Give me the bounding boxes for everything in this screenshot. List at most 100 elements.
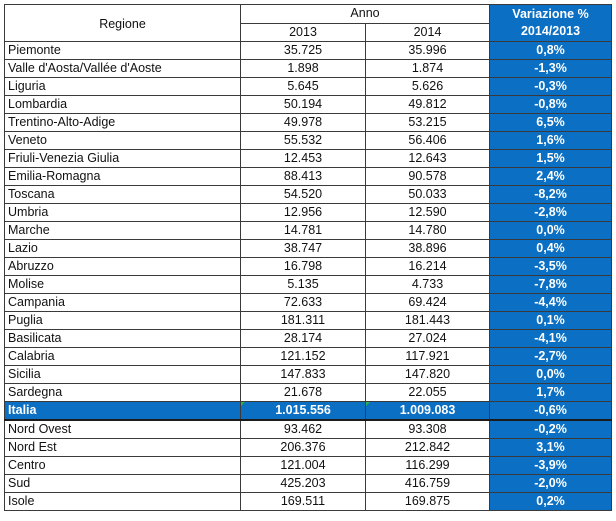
variation-cell-text: 0,4% — [536, 241, 565, 255]
error-indicator-icon — [366, 402, 370, 406]
region-name-cell-text: Nord Ovest — [8, 422, 72, 436]
value-2013-cell-text: 206.376 — [280, 440, 326, 454]
value-2013-cell: 5.645 — [240, 77, 366, 96]
area-row: Nord Est 206.376 212.842 3,1% — [4, 438, 613, 457]
region-name-cell: Campania — [4, 293, 241, 312]
variation-cell-text: -8,2% — [534, 187, 567, 201]
region-name-cell: Centro — [4, 456, 241, 475]
variazione-header-line2: 2014/2013 — [520, 24, 581, 38]
value-2013-cell: 50.194 — [240, 95, 366, 114]
variation-cell: -2,8% — [489, 203, 613, 222]
region-name-cell: Calabria — [4, 347, 241, 366]
value-2014-cell: 117.921 — [364, 347, 491, 366]
value-2014-cell-text: 169.875 — [404, 494, 451, 508]
region-name-cell: Piemonte — [4, 41, 241, 60]
region-name-cell-text: Lazio — [8, 241, 38, 255]
region-name-cell-text: Trentino-Alto-Adige — [8, 115, 116, 129]
region-row: Calabria 121.152 117.921 -2,7% — [4, 347, 613, 366]
variation-cell: -2,0% — [489, 474, 613, 493]
value-2013-cell-text: 12.453 — [283, 151, 323, 165]
value-2014-cell-text: 90.578 — [408, 169, 447, 183]
region-name-cell: Umbria — [4, 203, 241, 222]
variation-cell: -3,9% — [489, 456, 613, 475]
value-2013-cell: 1.898 — [240, 59, 366, 78]
year-2014-header: 2014 — [364, 22, 491, 42]
value-2014-cell-text: 181.443 — [404, 313, 451, 327]
variazione-header-line1: Variazione % — [512, 7, 589, 21]
value-2013-cell: 38.747 — [240, 239, 366, 258]
variation-cell-text: 0,8% — [536, 43, 565, 57]
value-2013-cell-text: 121.004 — [280, 458, 326, 472]
region-name-cell: Lombardia — [4, 95, 241, 114]
value-2014-cell: 416.759 — [364, 474, 491, 493]
region-name-cell: Emilia-Romagna — [4, 167, 241, 186]
value-2014-cell: 22.055 — [364, 383, 491, 402]
region-name-cell: Lazio — [4, 239, 241, 258]
value-2013-cell: 121.152 — [240, 347, 366, 366]
region-name-cell-text: Basilicata — [8, 331, 62, 345]
value-2014-cell: 1.009.083 — [364, 401, 491, 421]
variation-cell: 0,4% — [489, 239, 613, 258]
region-name-cell: Toscana — [4, 185, 241, 204]
region-name-cell-text: Isole — [8, 494, 35, 508]
region-row: Piemonte 35.725 35.996 0,8% — [4, 41, 613, 60]
variation-cell: -0,6% — [489, 401, 613, 421]
area-row: Centro 121.004 116.299 -3,9% — [4, 456, 613, 475]
region-row: Puglia 181.311 181.443 0,1% — [4, 311, 613, 330]
value-2014-cell-text: 22.055 — [408, 385, 447, 399]
variation-cell-text: 0,1% — [536, 313, 565, 327]
region-name-cell: Puglia — [4, 311, 241, 330]
value-2014-cell: 69.424 — [364, 293, 491, 312]
region-row: Liguria 5.645 5.626 -0,3% — [4, 77, 613, 96]
value-2014-cell-text: 38.896 — [408, 241, 447, 255]
variation-cell-text: -0,8% — [534, 97, 567, 111]
header-row-top: Regione Anno Variazione % 2014/2013 — [4, 4, 613, 42]
variation-cell-text: 2,4% — [536, 169, 565, 183]
variation-cell: 0,0% — [489, 365, 613, 384]
area-row: Nord Ovest 93.462 93.308 -0,2% — [4, 419, 613, 439]
value-2014-cell: 4.733 — [364, 275, 491, 294]
value-2013-cell-text: 181.311 — [280, 313, 326, 327]
value-2013-cell-text: 72.633 — [283, 295, 323, 309]
region-name-cell-text: Puglia — [8, 313, 43, 327]
variation-cell: 2,4% — [489, 167, 613, 186]
region-row: Valle d'Aosta/Vallée d'Aoste 1.898 1.874 -1… — [4, 59, 613, 78]
value-2014-cell: 14.780 — [364, 221, 491, 240]
region-name-cell-text: Sud — [8, 476, 31, 490]
value-2014-cell: 12.590 — [364, 203, 491, 222]
region-name-cell-text: Lombardia — [8, 97, 68, 111]
value-2014-cell: 49.812 — [364, 95, 491, 114]
variation-cell: 0,0% — [489, 221, 613, 240]
value-2013-cell-text: 16.798 — [283, 259, 323, 273]
region-row: Lazio 38.747 38.896 0,4% — [4, 239, 613, 258]
value-2013-cell: 147.833 — [240, 365, 366, 384]
value-2014-cell: 169.875 — [364, 492, 491, 511]
value-2014-cell: 90.578 — [364, 167, 491, 186]
region-name-cell-text: Centro — [8, 458, 46, 472]
value-2014-cell-text: 14.780 — [408, 223, 447, 237]
value-2014-cell-text: 416.759 — [404, 476, 451, 490]
region-name-cell-text: Nord Est — [8, 440, 57, 454]
region-row: Sardegna 21.678 22.055 1,7% — [4, 383, 613, 402]
region-name-cell: Veneto — [4, 131, 241, 150]
value-2014-cell: 212.842 — [364, 438, 491, 457]
value-2014-cell-text: 4.733 — [411, 277, 444, 291]
region-name-cell-text: Sicilia — [8, 367, 41, 381]
value-2014-cell-text: 12.643 — [408, 151, 447, 165]
variation-cell-text: 3,1% — [536, 440, 565, 454]
variation-cell-text: -0,2% — [534, 422, 567, 436]
value-2013-cell-text: 121.152 — [280, 349, 326, 363]
variation-cell: -0,3% — [489, 77, 613, 96]
region-name-cell: Nord Est — [4, 438, 241, 457]
variation-cell-text: -2,7% — [534, 349, 567, 363]
value-2014-cell: 12.643 — [364, 149, 491, 168]
variazione-header: Variazione % 2014/2013 — [489, 4, 613, 42]
value-2013-cell-text: 88.413 — [283, 169, 323, 183]
value-2013-cell-text: 38.747 — [283, 241, 323, 255]
anno-header: Anno — [239, 4, 491, 24]
value-2013-cell-text: 35.725 — [283, 43, 323, 57]
region-row: Sicilia 147.833 147.820 0,0% — [4, 365, 613, 384]
variation-cell: -1,3% — [489, 59, 613, 78]
value-2013-cell-text: 1.898 — [287, 61, 319, 75]
region-name-cell: Nord Ovest — [4, 419, 241, 439]
